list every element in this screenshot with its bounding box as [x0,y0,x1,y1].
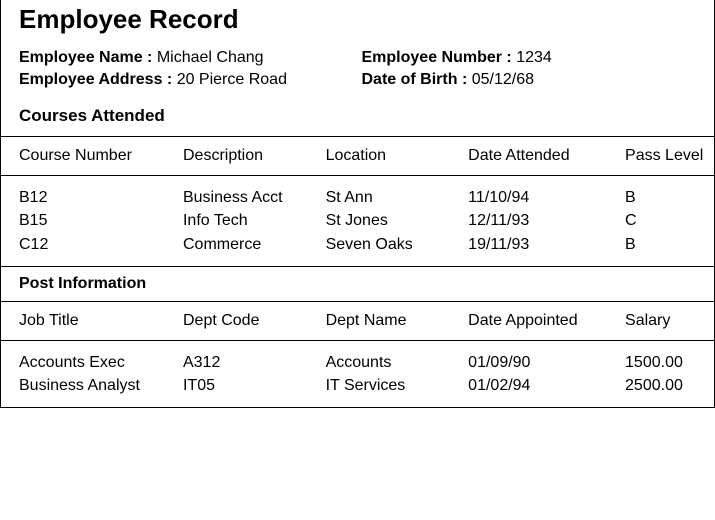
courses-header-row: Course Number Description Location Date … [1,137,714,176]
info-col-right: Employee Number : 1234 Date of Birth : 0… [354,47,697,90]
course-date: 11/10/94 [468,186,601,209]
col-pass-level: Pass Level [607,137,714,176]
cell-job-title: Accounts Exec Business Analyst [1,340,165,407]
cell-dept-name: Accounts IT Services [308,340,451,407]
job-title: Business Analyst [19,374,159,397]
dept-name: IT Services [326,374,445,397]
course-number: C12 [19,233,159,256]
col-course-number: Course Number [1,137,165,176]
cell-dept-code: A312 IT05 [165,340,308,407]
cell-course-number: B12 B15 C12 [1,176,165,267]
course-pass: C [625,209,708,232]
col-location: Location [308,137,451,176]
employee-name-line: Employee Name : Michael Chang [19,47,354,69]
cell-date-attended: 11/10/94 12/11/93 19/11/93 [450,176,607,267]
salary: 2500.00 [625,374,708,397]
col-job-title: Job Title [1,301,165,340]
page-title: Employee Record [1,0,714,47]
post-section-heading: Post Information [1,266,714,301]
course-number: B12 [19,186,159,209]
employee-address-line: Employee Address : 20 Pierce Road [19,69,354,91]
course-date: 19/11/93 [468,233,601,256]
course-number: B15 [19,209,159,232]
dept-code: A312 [183,351,302,374]
col-dept-code: Dept Code [165,301,308,340]
info-col-left: Employee Name : Michael Chang Employee A… [19,47,354,90]
employee-name-label: Employee Name : [19,49,152,66]
course-date: 12/11/93 [468,209,601,232]
course-location: Seven Oaks [326,233,445,256]
courses-section-heading: Courses Attended [1,100,714,136]
employee-record-page: Employee Record Employee Name : Michael … [0,0,715,408]
col-date-appointed: Date Appointed [450,301,607,340]
employee-number-line: Employee Number : 1234 [362,47,697,69]
col-dept-name: Dept Name [308,301,451,340]
courses-table: Course Number Description Location Date … [1,136,714,407]
dept-name: Accounts [326,351,445,374]
col-date-attended: Date Attended [450,137,607,176]
dept-code: IT05 [183,374,302,397]
course-location: St Jones [326,209,445,232]
employee-dob-value: 05/12/68 [472,71,534,88]
course-description: Business Acct [183,186,302,209]
course-pass: B [625,233,708,256]
cell-location: St Ann St Jones Seven Oaks [308,176,451,267]
col-description: Description [165,137,308,176]
employee-name-value: Michael Chang [157,49,264,66]
employee-info-block: Employee Name : Michael Chang Employee A… [1,47,714,100]
employee-number-value: 1234 [516,49,552,66]
cell-date-appointed: 01/09/90 01/02/94 [450,340,607,407]
post-section-heading-row: Post Information [1,266,714,301]
employee-address-value: 20 Pierce Road [177,71,287,88]
post-header-row: Job Title Dept Code Dept Name Date Appoi… [1,301,714,340]
col-salary: Salary [607,301,714,340]
course-description: Info Tech [183,209,302,232]
employee-number-label: Employee Number : [362,49,512,66]
course-description: Commerce [183,233,302,256]
employee-address-label: Employee Address : [19,71,172,88]
course-pass: B [625,186,708,209]
date-appointed: 01/02/94 [468,374,601,397]
course-location: St Ann [326,186,445,209]
courses-data-row: B12 B15 C12 Business Acct Info Tech Comm… [1,176,714,267]
salary: 1500.00 [625,351,708,374]
date-appointed: 01/09/90 [468,351,601,374]
employee-dob-label: Date of Birth : [362,71,468,88]
post-data-row: Accounts Exec Business Analyst A312 IT05… [1,340,714,407]
employee-dob-line: Date of Birth : 05/12/68 [362,69,697,91]
job-title: Accounts Exec [19,351,159,374]
cell-pass-level: B C B [607,176,714,267]
cell-description: Business Acct Info Tech Commerce [165,176,308,267]
cell-salary: 1500.00 2500.00 [607,340,714,407]
